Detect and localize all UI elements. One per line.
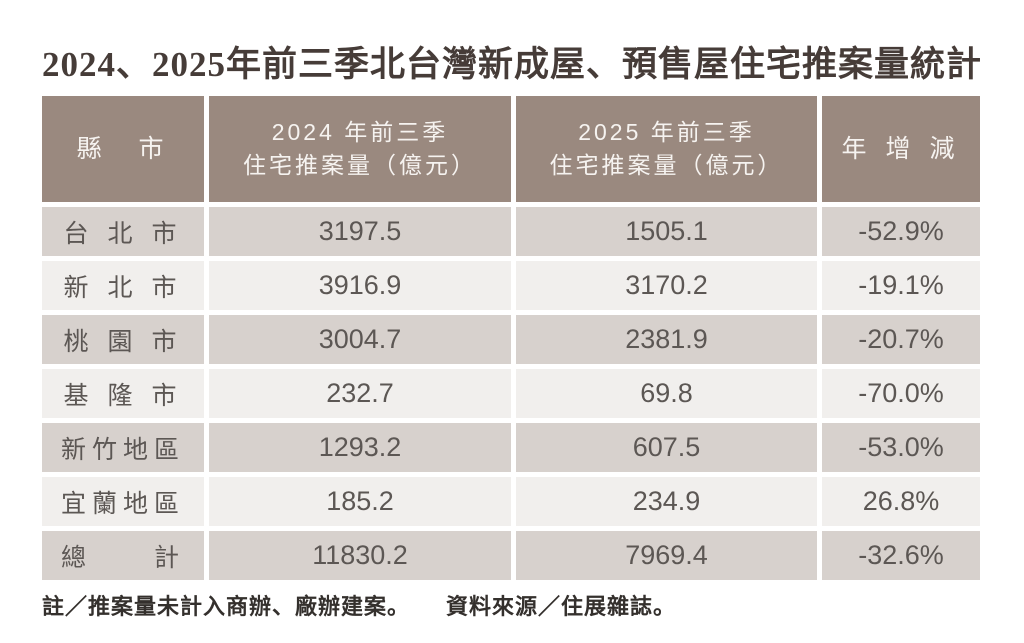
cell-2025: 607.5 [516,423,817,472]
footer-source: 資料來源／住展雜誌。 [446,594,677,619]
cell-2025: 3170.2 [516,261,817,310]
cell-city-total: 總 計 [42,531,204,580]
cell-yoy: 26.8% [822,477,980,526]
footer: 註／推案量未計入商辦、廠辦建案。 資料來源／住展雜誌。 [42,589,676,621]
cell-city: 基 隆 市 [42,369,204,418]
cell-2024: 3916.9 [209,261,511,310]
cell-2025: 69.8 [516,369,817,418]
col-header-2024: 2024 年前三季 住宅推案量（億元） [209,96,511,202]
cell-city: 台 北 市 [42,207,204,256]
cell-2025: 1505.1 [516,207,817,256]
col-header-2025-line1: 2025 年前三季 [578,119,755,145]
cell-2025: 2381.9 [516,315,817,364]
page-title: 2024、2025年前三季北台灣新成屋、預售屋住宅推案量統計 [41,45,982,84]
cell-city: 桃 園 市 [42,315,204,364]
footer-note: 註／推案量未計入商辦、廠辦建案。 [42,594,411,619]
cell-city: 新竹地區 [42,423,204,472]
cell-2025-total: 7969.4 [516,531,817,580]
cell-2024: 232.7 [209,369,511,418]
col-header-city: 縣 市 [42,96,204,202]
col-header-2025-line2: 住宅推案量（億元） [549,152,784,178]
col-header-yoy: 年 增 減 [822,96,980,202]
cell-yoy-total: -32.6% [822,531,980,580]
cell-yoy: -20.7% [822,315,980,364]
col-header-2024-line1: 2024 年前三季 [271,119,449,145]
cell-city: 宜蘭地區 [42,477,204,526]
cell-yoy: -52.9% [822,207,980,256]
cell-yoy: -70.0% [822,369,980,418]
stats-table: 縣 市 2024 年前三季 住宅推案量（億元） 2025 年前三季 住宅推案量（… [42,96,980,580]
cell-2024-total: 11830.2 [209,531,511,580]
cell-city: 新 北 市 [42,261,204,310]
cell-2024: 3004.7 [209,315,511,364]
cell-yoy: -53.0% [822,423,980,472]
col-header-2025: 2025 年前三季 住宅推案量（億元） [516,96,817,202]
cell-2024: 185.2 [209,477,511,526]
cell-2024: 3197.5 [209,207,511,256]
cell-yoy: -19.1% [822,261,980,310]
cell-2025: 234.9 [516,477,817,526]
cell-2024: 1293.2 [209,423,511,472]
col-header-2024-line2: 住宅推案量（億元） [243,152,477,178]
